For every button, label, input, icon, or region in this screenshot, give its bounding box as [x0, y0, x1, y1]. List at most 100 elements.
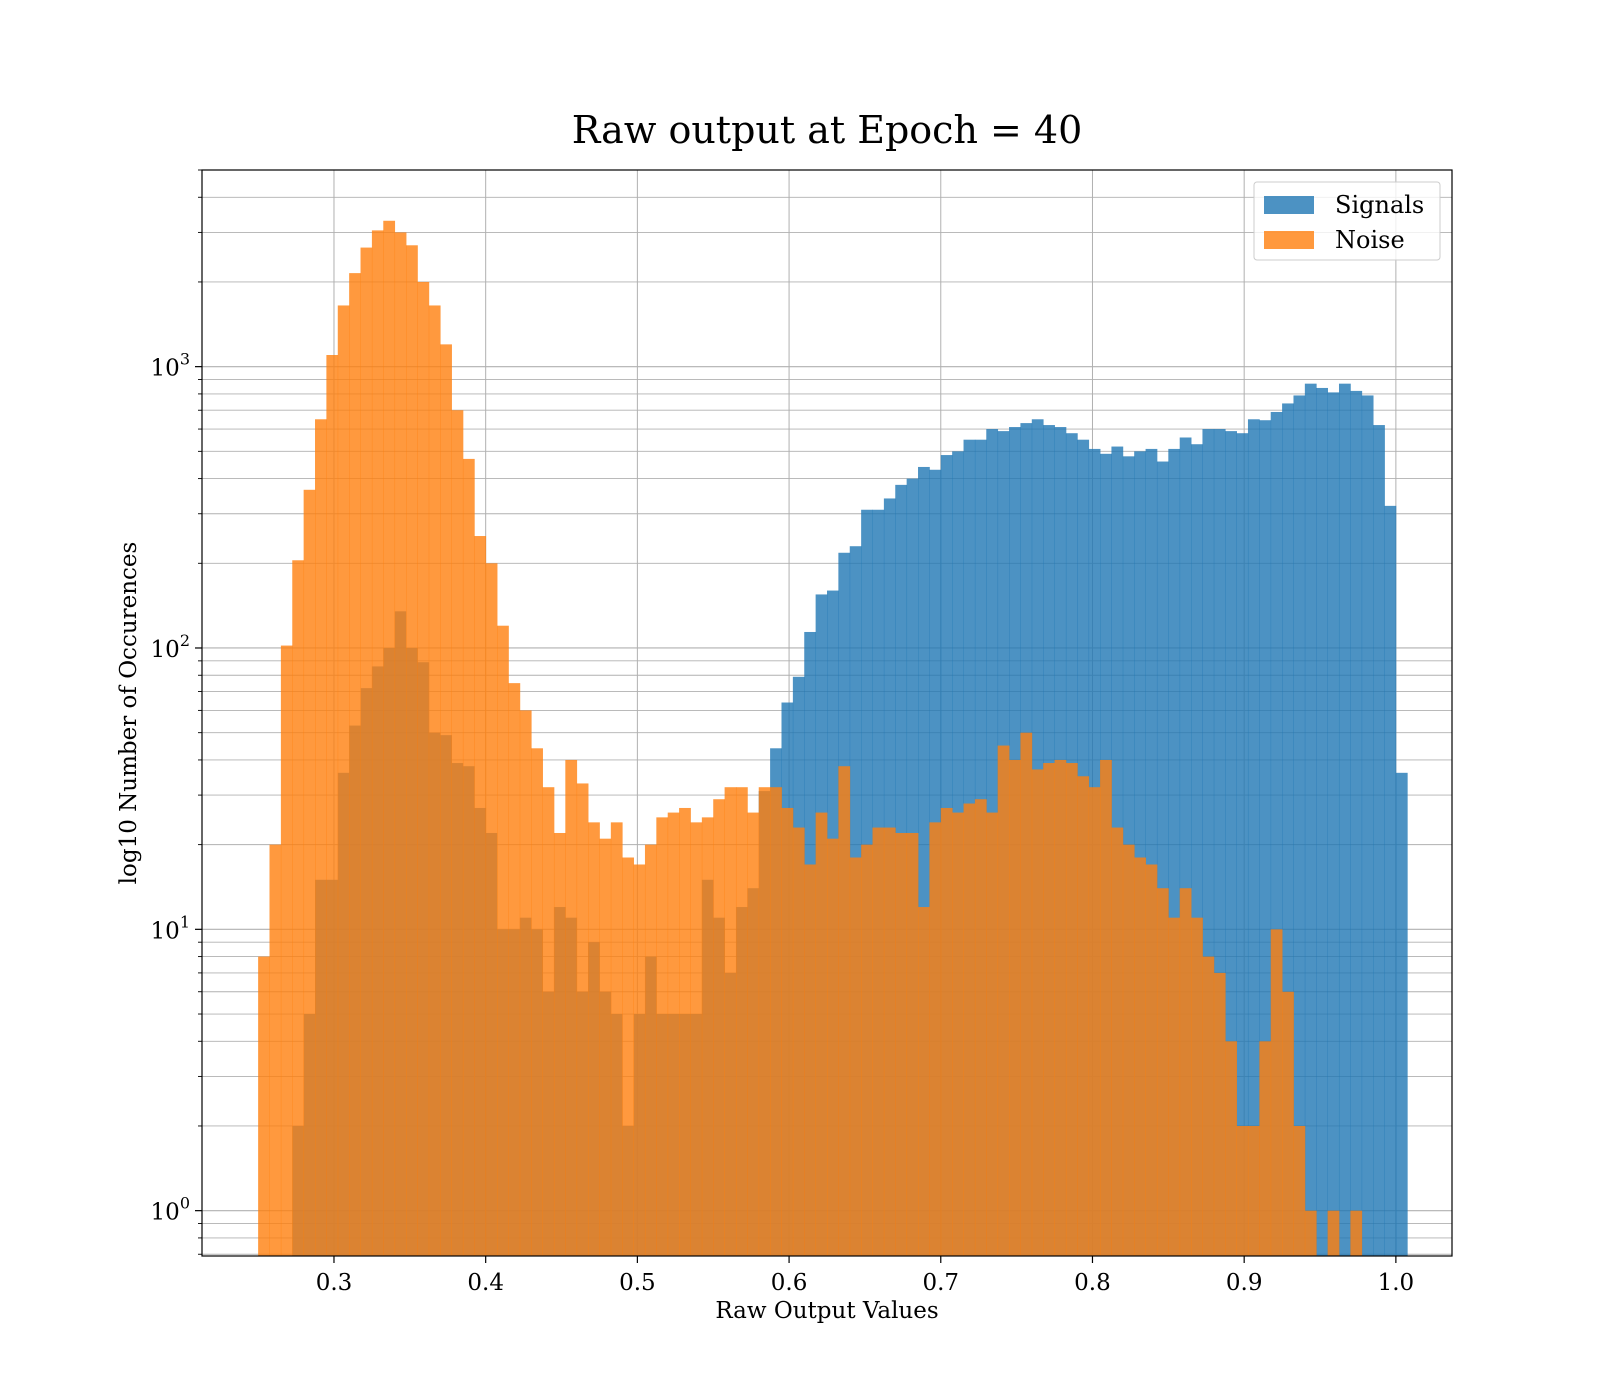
x-tick-label: 0.8 — [1074, 1270, 1111, 1296]
x-tick-label: 0.7 — [922, 1270, 959, 1296]
bar-noise — [1350, 1210, 1363, 1256]
bar-signals — [1316, 387, 1329, 1256]
y-axis-label: log10 Number of Occurences — [116, 542, 142, 885]
bar-noise — [986, 812, 999, 1256]
bar-noise — [1134, 857, 1146, 1256]
bar-signals — [1225, 431, 1237, 1256]
bar-noise — [758, 787, 771, 1256]
bar-noise — [815, 812, 828, 1256]
bar-noise — [1213, 972, 1226, 1256]
bar-noise — [974, 799, 987, 1256]
bar-signals — [1259, 420, 1272, 1256]
bar-noise — [690, 822, 703, 1256]
bar-signals — [1384, 505, 1397, 1257]
bar-signals — [1304, 383, 1317, 1256]
bar-noise — [656, 817, 669, 1256]
bar-noise — [747, 812, 760, 1256]
y-tick-label: 101 — [151, 912, 190, 944]
x-tick-label: 1.0 — [1378, 1270, 1415, 1296]
x-tick-label: 0.6 — [771, 1270, 808, 1296]
bar-noise — [849, 857, 862, 1256]
bar-noise — [258, 956, 270, 1256]
legend-swatch-noise — [1264, 231, 1314, 249]
bar-noise — [519, 710, 532, 1256]
legend-swatch-signals — [1264, 196, 1314, 214]
bar-noise — [940, 807, 953, 1256]
bar-noise — [1270, 929, 1283, 1256]
y-tick-label: 102 — [151, 631, 190, 663]
bar-signals — [1191, 444, 1203, 1256]
bar-noise — [1293, 1125, 1306, 1256]
bar-noise — [1304, 1210, 1317, 1256]
bar-noise — [770, 787, 782, 1256]
bar-noise — [1168, 917, 1181, 1256]
bar-noise — [394, 232, 407, 1256]
bar-noise — [1247, 1125, 1260, 1256]
bar-noise — [269, 844, 282, 1256]
bar-noise — [406, 245, 418, 1256]
bar-noise — [1065, 763, 1078, 1256]
bar-noise — [735, 787, 748, 1256]
bar-noise — [781, 807, 794, 1256]
bar-noise — [1031, 769, 1044, 1256]
bar-noise — [588, 822, 600, 1256]
bar-noise — [679, 807, 691, 1256]
bar-noise — [1202, 956, 1215, 1256]
bar-noise — [644, 844, 657, 1256]
y-axis-ticks: 100 101 102 103 — [151, 169, 202, 1255]
bar-noise — [883, 827, 896, 1256]
bar-noise — [918, 907, 930, 1256]
bar-noise — [474, 536, 487, 1256]
bar-noise — [1145, 864, 1158, 1256]
bar-signals — [1293, 395, 1306, 1256]
y-tick-label: 103 — [151, 350, 190, 382]
bar-noise — [497, 625, 509, 1256]
bar-noise — [508, 683, 521, 1256]
bar-noise — [462, 458, 475, 1256]
bar-noise — [360, 247, 373, 1256]
bar-noise — [1043, 763, 1055, 1256]
x-tick-label: 0.9 — [1226, 1270, 1263, 1296]
legend-label-noise: Noise — [1335, 226, 1405, 254]
bar-noise — [963, 803, 976, 1256]
bar-signals — [1156, 461, 1169, 1256]
bar-noise — [1077, 776, 1090, 1256]
bar-noise — [701, 817, 714, 1256]
bar-noise — [804, 864, 817, 1256]
bar-noise — [280, 645, 293, 1256]
bars — [258, 220, 1408, 1257]
bar-noise — [861, 844, 873, 1256]
bar-noise — [906, 832, 919, 1256]
bar-noise — [417, 281, 430, 1256]
bar-noise — [337, 305, 350, 1257]
bar-noise — [485, 563, 498, 1256]
bar-noise — [553, 832, 566, 1256]
bar-noise — [599, 838, 612, 1256]
bar-signals — [1134, 451, 1146, 1256]
chart-title: Raw output at Epoch = 40 — [572, 108, 1083, 152]
bar-noise — [792, 827, 805, 1256]
bar-noise — [895, 832, 908, 1256]
bar-noise — [565, 759, 578, 1256]
bar-signals — [1247, 419, 1260, 1256]
bar-noise — [827, 838, 839, 1256]
plot-frame — [201, 169, 1453, 1257]
bar-signals — [1270, 411, 1283, 1256]
bar-noise — [1179, 888, 1192, 1256]
bar-noise — [371, 230, 384, 1257]
bar-noise — [929, 822, 942, 1256]
x-axis-ticks: 0.3 0.4 0.5 0.6 0.7 0.8 0.9 1.0 — [316, 1256, 1414, 1296]
bar-signals — [1327, 392, 1340, 1256]
x-tick-label: 0.3 — [316, 1270, 353, 1296]
bar-noise — [303, 489, 316, 1256]
bar-noise — [531, 748, 543, 1256]
bar-noise — [1020, 732, 1033, 1256]
bar-noise — [383, 220, 396, 1257]
bar-signals — [1213, 429, 1226, 1256]
bar-noise — [1236, 1125, 1249, 1256]
bar-noise — [326, 355, 339, 1256]
x-axis-label: Raw Output Values — [715, 1298, 938, 1324]
bar-noise — [349, 273, 361, 1256]
bar-noise — [952, 812, 964, 1256]
